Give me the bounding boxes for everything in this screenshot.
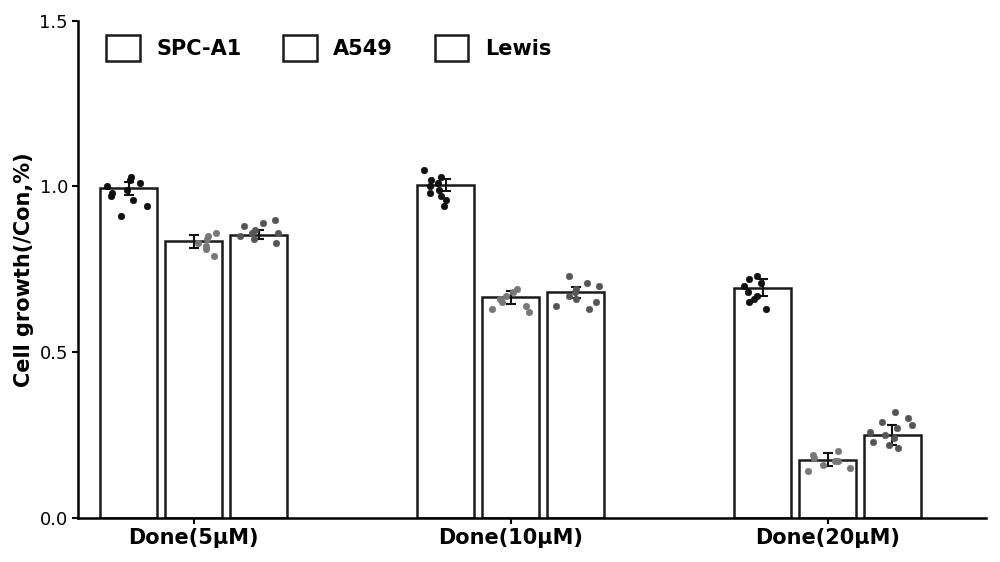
Point xyxy=(900,414,916,423)
Point xyxy=(232,232,248,241)
Point xyxy=(568,294,584,303)
Point xyxy=(887,407,903,416)
Bar xyxy=(100,188,157,518)
Bar xyxy=(165,241,222,518)
Point xyxy=(815,460,831,469)
Point xyxy=(270,228,286,237)
Point xyxy=(423,175,439,184)
Y-axis label: Cell growth(/Con,%): Cell growth(/Con,%) xyxy=(14,152,34,387)
Point xyxy=(561,291,577,300)
Point xyxy=(104,189,120,198)
Bar xyxy=(734,288,791,518)
Point xyxy=(746,294,762,303)
Point xyxy=(199,235,215,244)
Bar xyxy=(482,297,539,518)
Point xyxy=(567,288,583,297)
Point xyxy=(740,288,756,297)
Bar xyxy=(799,460,856,518)
Point xyxy=(521,308,537,317)
Point xyxy=(889,424,905,433)
Point xyxy=(842,464,858,473)
Point xyxy=(122,175,138,184)
Point xyxy=(886,434,902,443)
Point xyxy=(877,430,893,439)
Point xyxy=(484,305,500,314)
Point xyxy=(198,245,214,254)
Point xyxy=(422,182,438,191)
Point xyxy=(830,447,846,456)
Point xyxy=(591,282,607,291)
Point xyxy=(753,278,769,287)
Point xyxy=(247,225,263,234)
Point xyxy=(208,228,224,237)
Point xyxy=(494,298,510,307)
Point xyxy=(588,298,604,307)
Point xyxy=(431,185,447,194)
Point xyxy=(498,291,514,300)
Point xyxy=(805,450,821,459)
Point xyxy=(568,285,584,294)
Point xyxy=(505,288,521,297)
Bar xyxy=(417,185,474,518)
Point xyxy=(881,441,897,450)
Point xyxy=(741,275,757,284)
Point xyxy=(827,457,843,466)
Point xyxy=(268,238,284,247)
Point xyxy=(548,301,564,310)
Point xyxy=(806,454,822,463)
Point xyxy=(200,232,216,241)
Point xyxy=(103,192,119,201)
Point xyxy=(132,179,148,188)
Point xyxy=(113,212,129,221)
Point xyxy=(125,195,141,204)
Point xyxy=(518,301,534,310)
Point xyxy=(830,457,846,466)
Point xyxy=(904,420,920,429)
Point xyxy=(246,235,262,244)
Point xyxy=(430,179,446,188)
Point xyxy=(198,242,214,251)
Bar xyxy=(230,234,287,518)
Point xyxy=(874,417,890,426)
Point xyxy=(244,228,260,237)
Point xyxy=(422,189,438,198)
Point xyxy=(206,252,222,261)
Bar xyxy=(864,435,921,518)
Point xyxy=(267,215,283,224)
Point xyxy=(123,172,139,181)
Point xyxy=(741,298,757,307)
Point xyxy=(438,195,454,204)
Point xyxy=(119,185,135,194)
Point xyxy=(890,443,906,452)
Point xyxy=(581,305,597,314)
Point xyxy=(190,238,206,247)
Point xyxy=(736,282,752,291)
Point xyxy=(862,427,878,436)
Point xyxy=(433,172,449,181)
Point xyxy=(255,219,271,228)
Point xyxy=(492,294,508,303)
Point xyxy=(865,437,881,446)
Point xyxy=(99,182,115,191)
Point xyxy=(561,271,577,280)
Point xyxy=(749,271,765,280)
Point xyxy=(236,222,252,231)
Point xyxy=(436,202,452,211)
Legend: SPC-A1, A549, Lewis: SPC-A1, A549, Lewis xyxy=(98,26,559,70)
Point xyxy=(139,202,155,211)
Point xyxy=(579,278,595,287)
Point xyxy=(749,291,765,300)
Bar xyxy=(547,292,604,518)
Point xyxy=(416,165,432,174)
Point xyxy=(509,285,525,294)
Point xyxy=(800,467,816,476)
Point xyxy=(758,305,774,314)
Point xyxy=(433,192,449,201)
